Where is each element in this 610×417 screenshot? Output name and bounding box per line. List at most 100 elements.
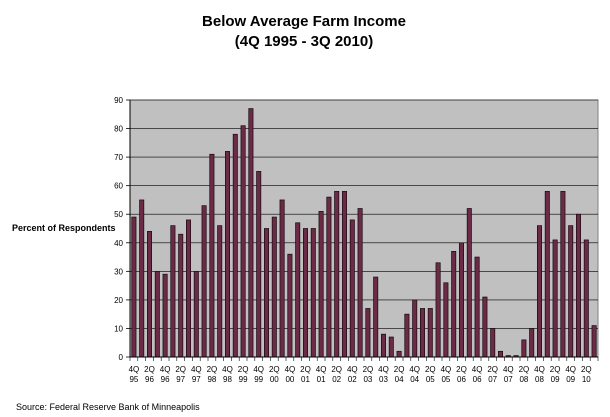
chart-title: Below Average Farm Income xyxy=(202,13,406,30)
x-tick-label-quarter: 2Q xyxy=(238,365,249,374)
x-tick-label-quarter: 2Q xyxy=(581,365,592,374)
x-tick-label-year: 04 xyxy=(410,375,419,384)
x-tick-label-quarter: 4Q xyxy=(534,365,545,374)
y-axis-label: Percent of Respondents xyxy=(12,223,116,233)
bar xyxy=(451,250,457,358)
bar xyxy=(357,208,363,358)
x-tick-label-quarter: 2Q xyxy=(519,365,530,374)
x-tick-label-year: 96 xyxy=(145,375,154,384)
bar xyxy=(591,325,597,358)
x-tick-label-quarter: 2Q xyxy=(363,365,374,374)
x-tick-label-quarter: 2Q xyxy=(300,365,311,374)
x-tick-label-year: 08 xyxy=(535,375,544,384)
x-tick-label-year: 01 xyxy=(301,375,310,384)
x-tick-label-quarter: 4Q xyxy=(503,365,514,374)
x-tick-label-quarter: 4Q xyxy=(378,365,389,374)
bar xyxy=(498,350,503,358)
y-axis-ticks: 0 10 20 30 40 50 60 70 80 90 xyxy=(114,96,130,362)
x-axis-ticks: 4Q952Q964Q962Q974Q972Q984Q982Q994Q992Q00… xyxy=(129,357,599,384)
x-tick-label-year: 02 xyxy=(348,375,357,384)
bar xyxy=(544,191,550,358)
y-tick-label: 40 xyxy=(114,239,123,248)
x-tick-label-year: 97 xyxy=(192,375,201,384)
x-tick-label-year: 06 xyxy=(473,375,482,384)
bar xyxy=(466,208,472,358)
bar xyxy=(217,225,223,358)
bar xyxy=(287,253,293,358)
x-tick-label-year: 04 xyxy=(395,375,404,384)
bar xyxy=(154,270,160,358)
y-tick-label: 10 xyxy=(114,324,123,333)
x-tick-label-quarter: 4Q xyxy=(160,365,171,374)
x-tick-label-quarter: 4Q xyxy=(441,365,452,374)
bar xyxy=(412,299,418,358)
bar xyxy=(303,228,308,358)
bar xyxy=(490,328,496,358)
x-tick-label-year: 99 xyxy=(239,375,248,384)
x-tick-label-year: 03 xyxy=(363,375,372,384)
bar xyxy=(334,191,340,358)
x-tick-label-year: 02 xyxy=(332,375,341,384)
bar xyxy=(310,228,316,358)
x-tick-label-year: 07 xyxy=(504,375,513,384)
y-tick-label: 60 xyxy=(114,182,123,191)
x-tick-label-year: 03 xyxy=(379,375,388,384)
x-tick-label-year: 00 xyxy=(285,375,294,384)
bar xyxy=(435,262,441,358)
x-tick-label-year: 05 xyxy=(426,375,435,384)
x-tick-label-year: 00 xyxy=(270,375,279,384)
bar xyxy=(396,350,402,358)
bar xyxy=(201,205,207,358)
y-tick-label: 70 xyxy=(114,153,123,162)
x-tick-label-quarter: 4Q xyxy=(472,365,483,374)
x-tick-label-year: 98 xyxy=(223,375,232,384)
y-tick-label: 90 xyxy=(114,96,123,105)
x-tick-label-year: 05 xyxy=(441,375,450,384)
y-tick-label: 30 xyxy=(114,267,123,276)
y-tick-label: 0 xyxy=(119,353,124,362)
bar xyxy=(404,313,410,358)
bar xyxy=(232,133,238,358)
x-tick-label-quarter: 4Q xyxy=(191,365,202,374)
bar xyxy=(186,219,191,358)
bar xyxy=(209,153,215,358)
x-tick-label-quarter: 4Q xyxy=(565,365,576,374)
x-tick-label-year: 10 xyxy=(582,375,591,384)
x-tick-label-year: 06 xyxy=(457,375,466,384)
bar xyxy=(349,219,355,358)
bar xyxy=(342,191,347,358)
bar xyxy=(552,239,558,358)
bar xyxy=(373,276,379,358)
bar xyxy=(139,199,145,358)
bar xyxy=(131,216,137,358)
x-tick-label-quarter: 4Q xyxy=(347,365,358,374)
x-tick-label-year: 08 xyxy=(519,375,528,384)
y-tick-label: 50 xyxy=(114,210,123,219)
x-tick-label-year: 07 xyxy=(488,375,497,384)
bar xyxy=(529,328,535,358)
x-tick-label-quarter: 2Q xyxy=(269,365,280,374)
x-tick-label-quarter: 4Q xyxy=(129,365,140,374)
bar xyxy=(178,233,184,358)
bar xyxy=(568,225,574,358)
x-tick-label-year: 09 xyxy=(551,375,560,384)
bar xyxy=(170,225,176,358)
bar xyxy=(459,242,464,358)
bar xyxy=(443,282,449,358)
x-tick-label-quarter: 4Q xyxy=(316,365,327,374)
x-tick-label-year: 97 xyxy=(176,375,185,384)
x-tick-label-quarter: 2Q xyxy=(207,365,218,374)
x-tick-label-quarter: 2Q xyxy=(487,365,498,374)
bar xyxy=(193,270,199,358)
bar xyxy=(240,125,246,358)
x-tick-label-year: 01 xyxy=(317,375,326,384)
bar xyxy=(388,336,394,358)
bar xyxy=(521,339,527,358)
bar xyxy=(427,308,433,358)
bar xyxy=(162,273,168,358)
bars xyxy=(131,108,597,358)
bar xyxy=(575,213,581,358)
x-tick-label-year: 96 xyxy=(161,375,170,384)
bar xyxy=(256,171,262,358)
bar xyxy=(420,308,425,358)
